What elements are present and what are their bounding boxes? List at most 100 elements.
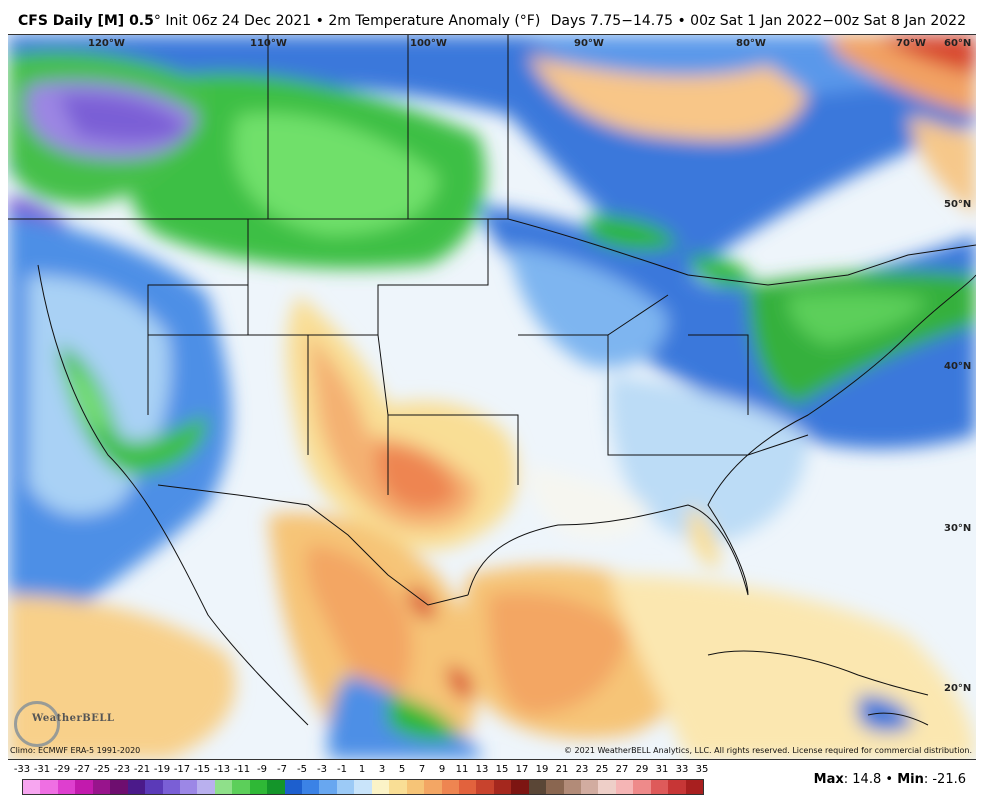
colorbar-swatch xyxy=(284,780,302,794)
temperature-anomaly-map: 120°W 110°W 100°W 90°W 80°W 70°W 60°N 50… xyxy=(8,34,976,760)
colorbar-swatch xyxy=(563,780,581,794)
state-borders xyxy=(147,219,809,495)
caribbean-islands xyxy=(707,650,929,726)
colorbar-label: 25 xyxy=(595,764,609,775)
colorbar-swatch xyxy=(371,780,390,794)
map-canvas xyxy=(8,35,976,759)
colorbar-swatch xyxy=(40,780,58,794)
weatherbell-logo: WeatherBELL xyxy=(14,695,114,747)
max-value: 14.8 xyxy=(852,772,882,787)
colorbar-swatch xyxy=(546,780,564,794)
colorbar-label: -5 xyxy=(297,764,307,775)
logo-swirl-icon xyxy=(14,701,60,747)
pacific-coast xyxy=(37,264,309,726)
colorbar-label: 35 xyxy=(695,764,709,775)
colorbar-swatch xyxy=(441,780,459,794)
colorbar-label: 29 xyxy=(635,764,649,775)
anomaly-shading xyxy=(8,35,976,759)
lat-label: 60°N xyxy=(944,38,972,49)
lat-label: 40°N xyxy=(944,361,972,372)
colorbar-swatch xyxy=(319,780,337,794)
colorbar-swatch xyxy=(406,780,425,794)
colorbar-swatch xyxy=(650,780,669,794)
min-value: -21.6 xyxy=(932,772,966,787)
colorbar-swatch xyxy=(75,780,93,794)
colorbar-label: 13 xyxy=(475,764,489,775)
lon-label: 110°W xyxy=(250,38,287,49)
lon-label: 120°W xyxy=(88,38,125,49)
colorbar-swatch xyxy=(476,780,494,794)
lon-label: 80°W xyxy=(736,38,766,49)
colorbar-label: -19 xyxy=(153,764,171,775)
colorbar-swatch xyxy=(389,780,407,794)
us-canada-border xyxy=(8,218,976,286)
colorbar: -33 -31 -29 -27 -25 -23 -21 -19 -17 -15 -13 -11 -9 -7… xyxy=(12,764,712,804)
lat-label: 20°N xyxy=(944,683,972,694)
lat-label: 50°N xyxy=(944,199,972,210)
colorbar-strip xyxy=(22,779,704,795)
colorbar-label: -33 xyxy=(13,764,31,775)
lat-label: 30°N xyxy=(944,523,972,534)
colorbar-label: 7 xyxy=(418,764,426,775)
colorbar-label: -27 xyxy=(73,764,91,775)
lon-label: 70°W xyxy=(896,38,926,49)
colorbar-label: -15 xyxy=(193,764,211,775)
colorbar-label: -21 xyxy=(133,764,151,775)
climatology-note: Climo: ECMWF ERA-5 1991-2020 xyxy=(10,746,141,755)
colorbar-label: -31 xyxy=(33,764,51,775)
copyright-note: © 2021 WeatherBELL Analytics, LLC. All r… xyxy=(564,746,972,755)
colorbar-label: 5 xyxy=(398,764,406,775)
colorbar-label: -29 xyxy=(53,764,71,775)
colorbar-label: 3 xyxy=(378,764,386,775)
colorbar-swatch xyxy=(668,780,686,794)
colorbar-swatch xyxy=(615,780,634,794)
colorbar-swatch xyxy=(232,780,250,794)
logo-text: WeatherBELL xyxy=(32,713,115,724)
colorbar-swatch xyxy=(110,780,128,794)
colorbar-label: 1 xyxy=(358,764,366,775)
colorbar-label: 21 xyxy=(555,764,569,775)
valid-period: Days 7.75−14.75 • 00z Sat 1 Jan 2022−00z… xyxy=(550,13,966,29)
colorbar-label: 19 xyxy=(535,764,549,775)
colorbar-label: -25 xyxy=(93,764,111,775)
province-borders xyxy=(267,35,509,219)
colorbar-swatch xyxy=(528,780,547,794)
colorbar-label: -11 xyxy=(233,764,251,775)
colorbar-swatch xyxy=(598,780,616,794)
colorbar-swatch xyxy=(302,780,320,794)
max-label: Max xyxy=(813,772,844,787)
colorbar-label: 23 xyxy=(575,764,589,775)
map-header: CFS Daily [M] 0.5° Init 06z 24 Dec 2021 … xyxy=(0,0,984,34)
colorbar-label: -3 xyxy=(317,764,327,775)
model-name: CFS Daily [M] 0.5 xyxy=(18,13,154,29)
lon-label: 90°W xyxy=(574,38,604,49)
colorbar-label: 11 xyxy=(455,764,469,775)
colorbar-swatch xyxy=(92,780,111,794)
colorbar-swatch xyxy=(267,780,285,794)
min-label: Min xyxy=(897,772,924,787)
colorbar-swatch xyxy=(493,780,512,794)
lon-label: 100°W xyxy=(410,38,447,49)
colorbar-swatch xyxy=(511,780,529,794)
colorbar-swatch xyxy=(458,780,477,794)
colorbar-label: -23 xyxy=(113,764,131,775)
colorbar-swatch xyxy=(214,780,233,794)
colorbar-label: -7 xyxy=(277,764,287,775)
colorbar-label: 17 xyxy=(515,764,529,775)
map-title: CFS Daily [M] 0.5° Init 06z 24 Dec 2021 … xyxy=(18,13,540,29)
colorbar-label: 27 xyxy=(615,764,629,775)
borders xyxy=(8,35,976,726)
colorbar-swatch xyxy=(249,780,268,794)
colorbar-label: -13 xyxy=(213,764,231,775)
gulf-atlantic-coast xyxy=(467,274,976,596)
colorbar-swatch xyxy=(162,780,180,794)
colorbar-swatch xyxy=(179,780,198,794)
stats-separator: • xyxy=(885,772,894,787)
us-mexico-border xyxy=(157,484,469,606)
colorbar-swatch xyxy=(685,780,704,794)
colorbar-label: 15 xyxy=(495,764,509,775)
colorbar-swatch xyxy=(633,780,651,794)
colorbar-swatch xyxy=(57,780,76,794)
colorbar-swatch xyxy=(336,780,355,794)
max-min-stats: Max: 14.8 • Min: -21.6 xyxy=(813,772,966,787)
